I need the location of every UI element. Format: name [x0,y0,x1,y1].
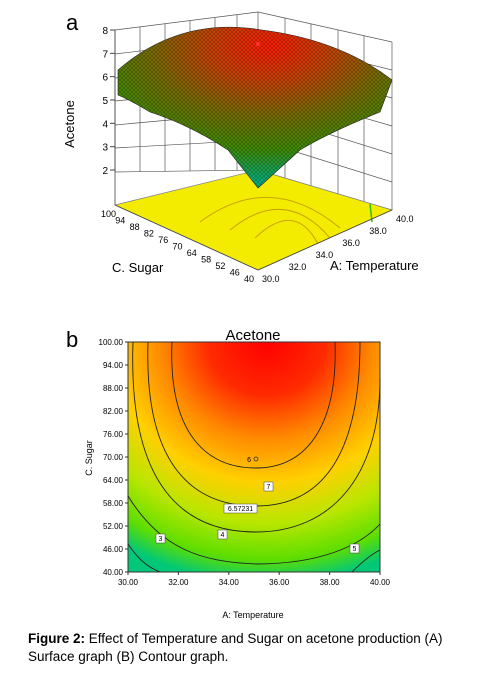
contour-y-tick-label: 100.00 [99,338,124,347]
y-tick-label: 100 [101,209,116,219]
center-point-label: 6 [247,457,251,464]
z-axis-label: Acetone [62,100,77,148]
contour-label-6-57: 6.57231 [228,506,253,513]
contour-title: Acetone [225,327,280,344]
x-axis-ticks: 30.0 32.0 34.0 36.0 38.0 40.0 [262,214,414,284]
contour-label-group: 7 6.57231 4 3 5 6 [155,456,360,554]
y-tick-label: 88 [130,222,140,232]
y-tick-label: 46 [230,268,240,278]
surface-plot: 2 3 4 5 6 7 8 30.0 32.0 34.0 36.0 38.0 40.0 40 46 52 5… [62,11,419,284]
contour-y-tick-label: 88.00 [103,384,124,393]
contour-y-tick-label: 70.00 [103,453,124,462]
x-tick-label: 38.0 [369,226,387,236]
x-tick-label: 30.0 [262,274,280,284]
contour-label-3: 3 [159,536,163,543]
contour-y-tick-label: 40.00 [103,568,124,577]
figure-caption: Figure 2: Effect of Temperature and Suga… [28,630,468,666]
contour-label-4: 4 [221,532,225,539]
contour-x-tick-label: 40.00 [370,578,391,587]
contour-x-ticks: 30.00 32.00 34.00 36.00 38.00 40.00 [118,572,391,587]
contour-y-tick-label: 82.00 [103,407,124,416]
y-axis-label: C. Sugar [112,260,164,275]
z-tick-label: 2 [102,166,108,177]
contour-y-tick-label: 52.00 [103,522,124,531]
contour-x-tick-label: 30.00 [118,578,139,587]
floor-contours [199,196,341,245]
z-tick-label: 8 [102,26,108,37]
y-tick-label: 76 [158,235,168,245]
z-tick-label: 4 [102,119,108,130]
contour-x-tick-label: 34.00 [219,578,240,587]
z-tick-label: 3 [102,143,108,154]
floor-plane [113,169,394,271]
contour-y-label: C. Sugar [84,440,94,476]
contour-y-tick-label: 64.00 [103,476,124,485]
contour-y-ticks: 40.00 46.00 52.00 58.00 64.00 70.00 76.00 82.00… [99,338,128,577]
y-tick-label: 82 [144,229,154,239]
contour-y-tick-label: 58.00 [103,499,124,508]
contour-x-tick-label: 36.00 [269,578,290,587]
y-tick-label: 94 [115,216,125,226]
y-tick-label: 64 [187,248,197,258]
z-axis: 2 3 4 5 6 7 8 [102,26,115,177]
y-tick-label: 58 [201,255,211,265]
contour-label-5: 5 [353,546,357,553]
contour-x-tick-label: 38.00 [320,578,341,587]
design-point [256,42,260,46]
contour-fill [127,341,381,573]
y-tick-label: 52 [215,261,225,271]
contour-y-tick-label: 76.00 [103,430,124,439]
z-tick-label: 7 [102,49,108,60]
x-axis-label: A: Temperature [330,258,419,273]
y-tick-label: 40 [244,274,254,284]
y-tick-label: 70 [173,242,183,252]
x-tick-label: 40.0 [396,214,414,224]
panel-b-letter: b [66,327,79,352]
contour-plot: Acetone 7 6.57231 4 3 5 6 40.00 46.00 52.0… [84,327,391,620]
x-tick-label: 36.0 [342,238,360,248]
contour-label-7: 7 [267,484,271,491]
z-tick-label: 6 [102,73,108,84]
contour-y-tick-label: 94.00 [103,361,124,370]
x-tick-label: 34.0 [316,250,334,260]
contour-x-tick-label: 32.00 [168,578,189,587]
center-point [253,456,259,462]
caption-label: Figure 2: [28,631,86,646]
caption-text: Effect of Temperature and Sugar on aceto… [28,631,443,664]
panel-a-letter: a [66,10,79,35]
z-tick-label: 5 [102,96,108,107]
x-tick-label: 32.0 [289,262,307,272]
contour-y-tick-label: 46.00 [103,545,124,554]
contour-x-label: A: Temperature [222,610,283,620]
